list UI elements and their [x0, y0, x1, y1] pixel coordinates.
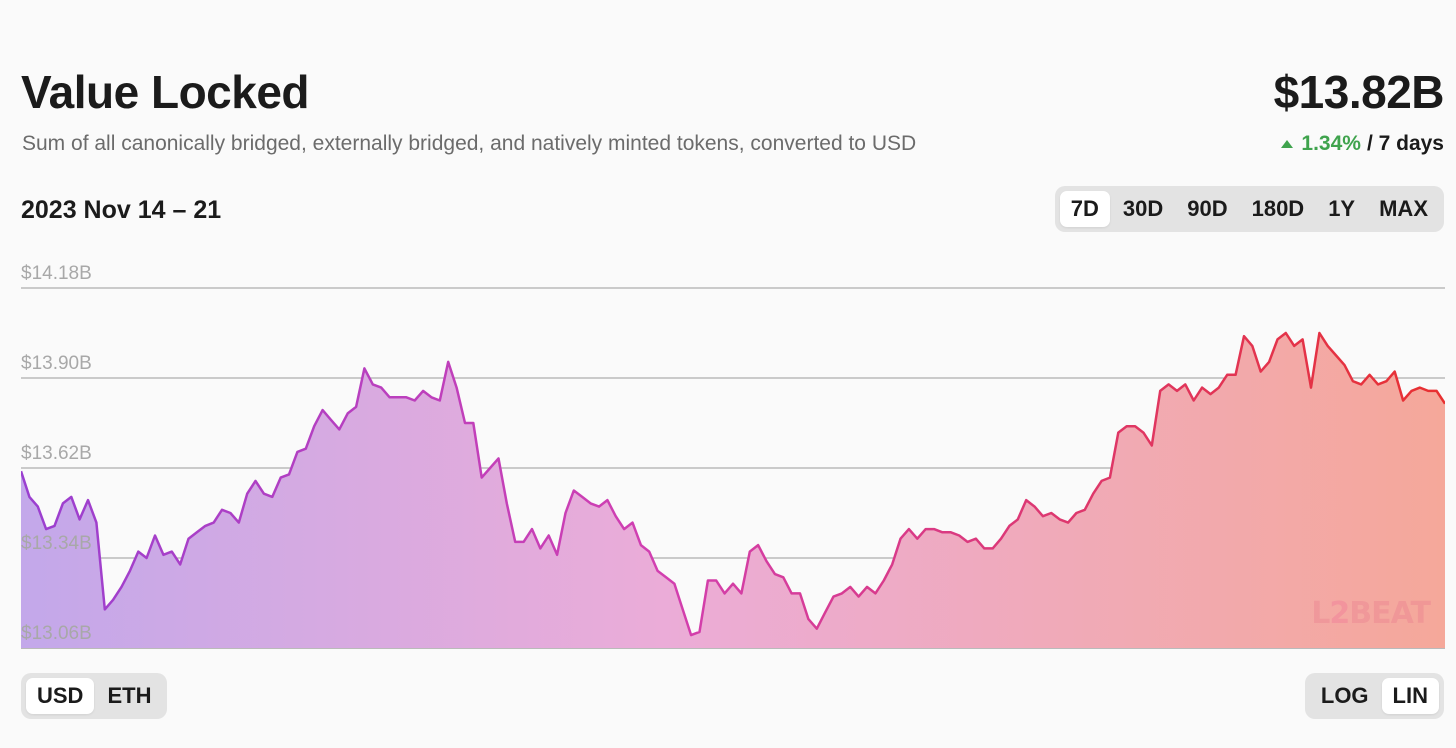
time-range-selector: 7D 30D 90D 180D 1Y MAX: [1054, 186, 1444, 232]
date-range-label: 2023 Nov 14 – 21: [21, 196, 222, 224]
unit-option-eth[interactable]: ETH: [107, 683, 152, 708]
unit-selector: USD ETH: [21, 673, 168, 719]
page-title: Value Locked: [21, 66, 310, 118]
change-indicator: 1.34% / 7 days: [1281, 130, 1444, 158]
scale-selector: LOG LIN: [1304, 673, 1444, 719]
change-up: 1.34%: [1281, 130, 1361, 158]
scale-option-lin[interactable]: LIN: [1381, 678, 1439, 714]
change-percent: 1.34%: [1301, 132, 1361, 155]
change-period: / 7 days: [1366, 132, 1444, 155]
y-tick-label: $14.18B: [21, 263, 92, 284]
range-option-1y[interactable]: 1Y: [1328, 196, 1356, 221]
y-tick-label: $13.62B: [21, 443, 92, 464]
unit-option-usd[interactable]: USD: [26, 678, 95, 714]
l2beat-watermark: L2BEAT: [1311, 596, 1431, 631]
range-option-max[interactable]: MAX: [1379, 196, 1428, 221]
triangle-up-icon: [1281, 140, 1294, 148]
total-value: $13.82B: [1273, 66, 1445, 118]
range-option-90d[interactable]: 90D: [1187, 196, 1228, 221]
y-axis-labels: $14.18B $13.90B $13.62B $13.34B $13.06B: [21, 263, 92, 644]
y-tick-label: $13.90B: [21, 353, 92, 374]
chart-area: [21, 333, 1445, 648]
chart-line: [21, 331, 1445, 637]
y-tick-label: $13.06B: [21, 623, 92, 644]
value-locked-chart[interactable]: $14.18B $13.90B $13.62B $13.34B $13.06B: [21, 248, 1445, 658]
watermark-heart: 2: [1329, 596, 1350, 631]
range-option-30d[interactable]: 30D: [1122, 196, 1164, 221]
range-option-180d[interactable]: 180D: [1251, 196, 1305, 221]
range-option-7d[interactable]: 7D: [1059, 191, 1110, 227]
watermark-suffix: BEAT: [1349, 596, 1431, 631]
page-subtitle: Sum of all canonically bridged, external…: [22, 132, 917, 155]
y-tick-label: $13.34B: [21, 533, 92, 554]
watermark-prefix: L: [1311, 596, 1330, 631]
chart-svg: $14.18B $13.90B $13.62B $13.34B $13.06B: [21, 263, 1445, 649]
scale-option-log[interactable]: LOG: [1320, 683, 1369, 708]
